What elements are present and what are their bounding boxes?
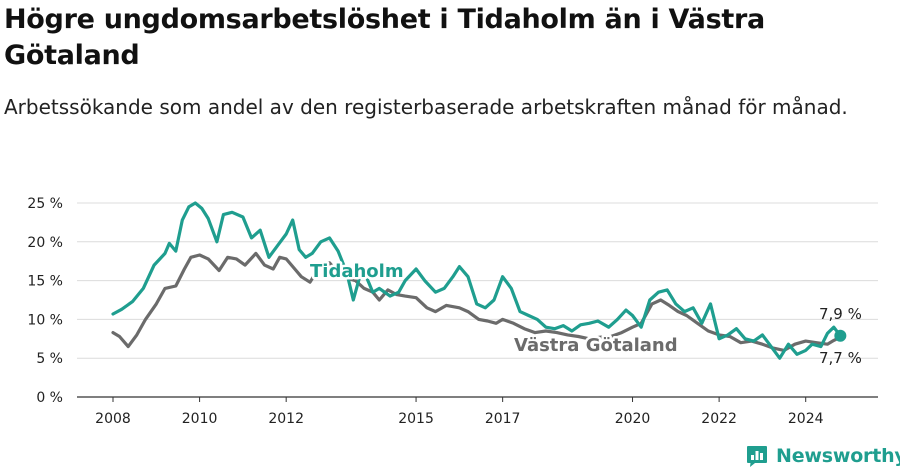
y-tick-label: 20 % <box>27 235 63 251</box>
series-line-vastra-gotaland <box>111 251 842 352</box>
x-tick-label: 2010 <box>182 411 218 427</box>
y-tick-label: 10 % <box>27 312 63 328</box>
end-value-label-vastra-gotaland: 7,7 % <box>819 349 862 367</box>
x-tick-label: 2024 <box>788 411 824 427</box>
x-tick-label: 2017 <box>485 411 521 427</box>
x-tick-label: 2020 <box>615 411 651 427</box>
chart-title: Högre ungdomsarbetslöshet i Tidaholm än … <box>4 4 765 71</box>
y-tick-label: 15 % <box>27 274 63 290</box>
series-label-tidaholm: Tidaholm <box>310 261 404 282</box>
chart-subtitle: Arbetssökande som andel av den registerb… <box>4 95 848 119</box>
x-tick-label: 2015 <box>398 411 434 427</box>
x-tick-label: 2008 <box>95 411 131 427</box>
y-tick-label: 5 % <box>36 351 63 367</box>
series-end-point <box>834 329 847 342</box>
newsworthy-logo-icon <box>747 446 767 467</box>
newsworthy-brand: Newsworthy <box>745 441 900 471</box>
end-value-label-tidaholm: 7,9 % <box>819 305 862 323</box>
x-tick-label: 2022 <box>701 411 737 427</box>
brand-name: Newsworthy <box>776 445 900 467</box>
x-tick-label: 2012 <box>268 411 304 427</box>
y-tick-label: 25 % <box>27 196 63 212</box>
y-tick-label: 0 % <box>36 390 63 406</box>
series-label-vastra-gotaland: Västra Götaland <box>514 335 678 356</box>
series-line-tidaholm <box>111 201 842 360</box>
